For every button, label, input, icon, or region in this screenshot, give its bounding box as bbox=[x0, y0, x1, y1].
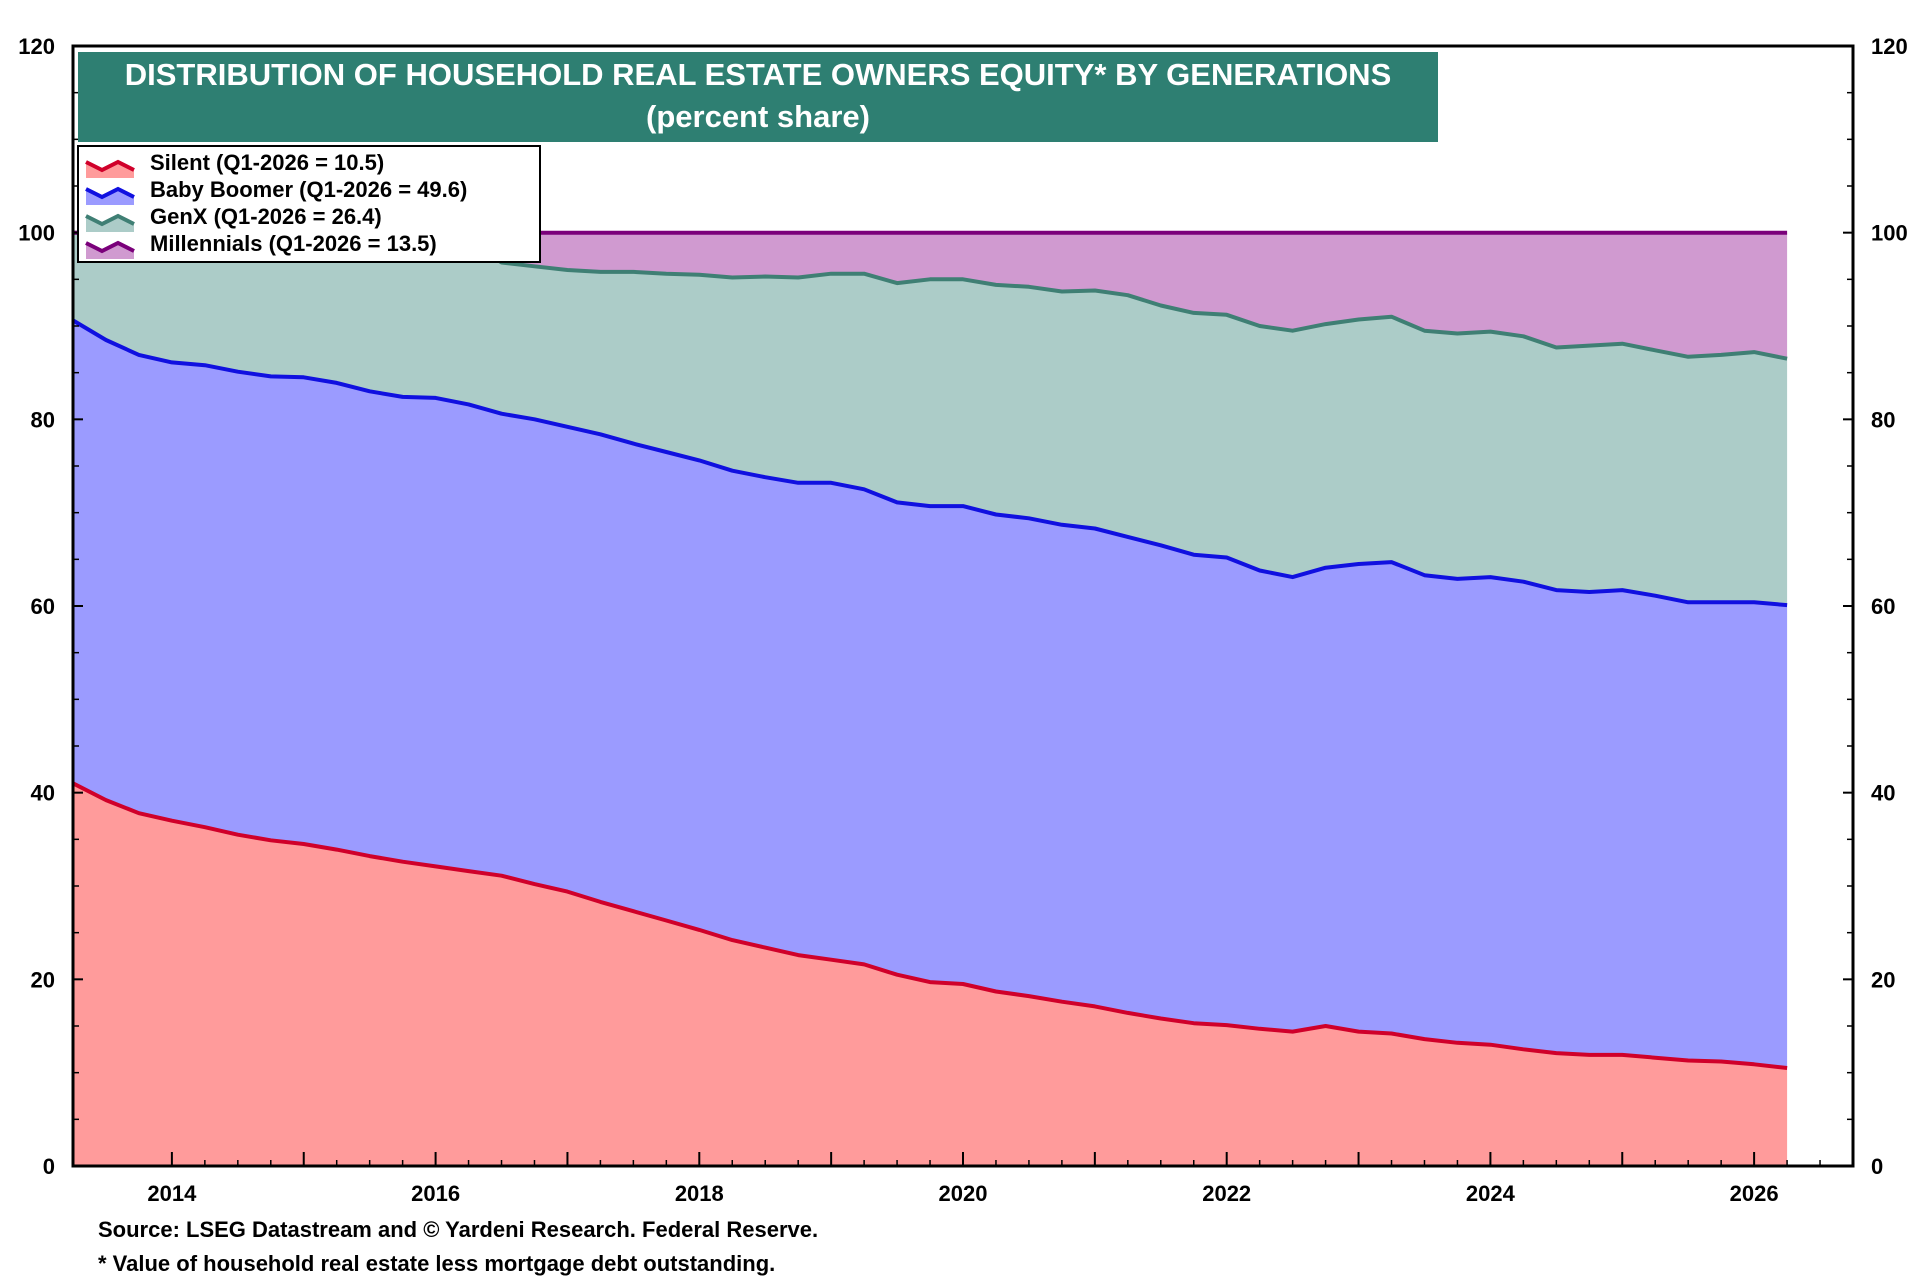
area-silent bbox=[73, 783, 1788, 1166]
y-tick-label-right: 40 bbox=[1871, 781, 1895, 806]
y-tick-label-right: 60 bbox=[1871, 594, 1895, 619]
legend-label-baby-boomer: Baby Boomer (Q1-2026 = 49.6) bbox=[150, 177, 467, 202]
y-tick-label-left: 40 bbox=[31, 781, 55, 806]
title-background bbox=[78, 52, 1438, 142]
legend-swatches bbox=[85, 159, 135, 259]
legend-label-millennials: Millennials (Q1-2026 = 13.5) bbox=[150, 231, 437, 256]
legend-swatch-line-millennials bbox=[85, 240, 135, 254]
y-tick-label-left: 0 bbox=[43, 1154, 55, 1179]
y-tick-label-right: 120 bbox=[1871, 34, 1908, 59]
y-tick-label-left: 100 bbox=[18, 221, 55, 246]
area-baby-boomer bbox=[73, 320, 1788, 1068]
legend-box bbox=[77, 145, 541, 263]
y-tick-label-right: 100 bbox=[1871, 221, 1908, 246]
y-tick-label-left: 120 bbox=[18, 34, 55, 59]
y-tick-label-right: 0 bbox=[1871, 1154, 1883, 1179]
x-tick-label: 2024 bbox=[1466, 1181, 1516, 1206]
x-tick-label: 2022 bbox=[1202, 1181, 1251, 1206]
x-tick-label: 2018 bbox=[675, 1181, 724, 1206]
footnote: * Value of household real estate less mo… bbox=[98, 1251, 776, 1276]
legend-label-silent: Silent (Q1-2026 = 10.5) bbox=[150, 150, 384, 175]
x-tick-label: 2020 bbox=[939, 1181, 988, 1206]
x-tick-label: 2016 bbox=[411, 1181, 460, 1206]
area-genx bbox=[73, 232, 1788, 606]
chart-subtitle: (percent share) bbox=[646, 99, 870, 134]
legend-label-genx: GenX (Q1-2026 = 26.4) bbox=[150, 204, 382, 229]
legend-swatch-line-silent bbox=[85, 159, 135, 173]
chart-title: DISTRIBUTION OF HOUSEHOLD REAL ESTATE OW… bbox=[125, 57, 1392, 92]
y-tick-label-right: 80 bbox=[1871, 407, 1895, 432]
line-silent bbox=[72, 781, 1788, 1070]
stacked-areas bbox=[73, 232, 1788, 1166]
x-tick-label: 2014 bbox=[147, 1181, 197, 1206]
legend-swatch-line-genx bbox=[85, 213, 135, 227]
x-tick-label: 2026 bbox=[1730, 1181, 1779, 1206]
line-baby-boomer bbox=[71, 318, 1788, 608]
y-tick-label-left: 60 bbox=[31, 594, 55, 619]
y-tick-label-left: 80 bbox=[31, 407, 55, 432]
y-tick-label-left: 20 bbox=[31, 967, 55, 992]
title-box: DISTRIBUTION OF HOUSEHOLD REAL ESTATE OW… bbox=[78, 52, 1438, 142]
y-tick-label-right: 20 bbox=[1871, 967, 1895, 992]
legend-swatch-line-baby-boomer bbox=[85, 186, 135, 200]
legend: Silent (Q1-2026 = 10.5) Baby Boomer (Q1-… bbox=[77, 145, 541, 263]
area-millennials bbox=[73, 232, 1788, 359]
source-note: Source: LSEG Datastream and © Yardeni Re… bbox=[98, 1217, 819, 1242]
